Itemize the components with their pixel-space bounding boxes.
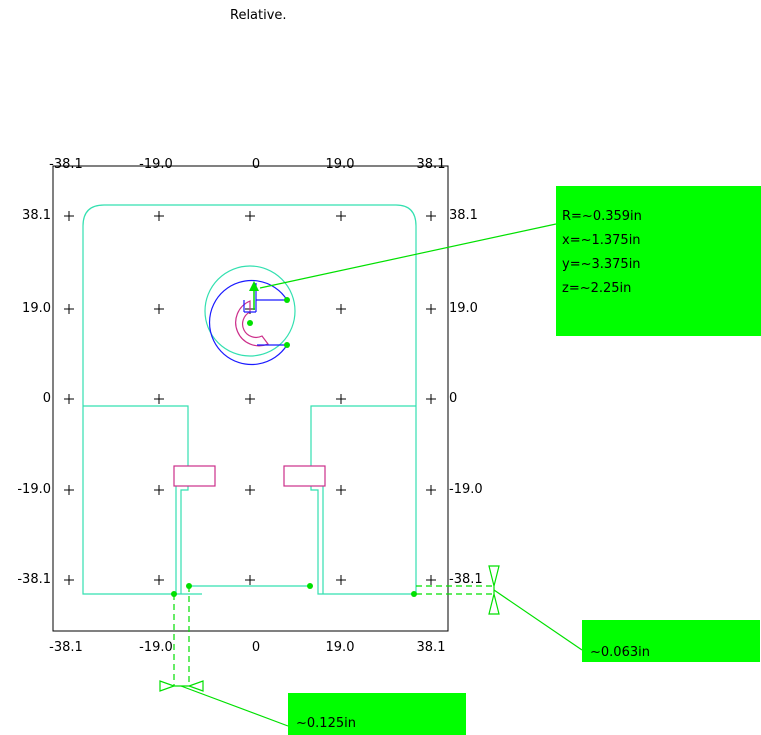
grid-cross <box>336 485 346 495</box>
grid-cross <box>154 575 164 585</box>
left-axis-labels: 38.1 19.0 0 -19.0 -38.1 <box>17 208 51 587</box>
right-axis-label: 38.1 <box>449 208 478 223</box>
grid-cross <box>336 575 346 585</box>
grid-crosses <box>64 211 436 585</box>
gap-right-callout-box <box>582 620 760 662</box>
grid-cross <box>64 575 74 585</box>
grid-cross <box>245 485 255 495</box>
hole-callout-line-4: z=~2.25in <box>562 281 631 296</box>
grid-cross <box>426 304 436 314</box>
hole-center-marker <box>247 320 253 326</box>
grid-cross <box>336 304 346 314</box>
hole-marker-2 <box>284 342 290 348</box>
grid-cross <box>154 304 164 314</box>
left-axis-label: 0 <box>43 391 51 406</box>
hole-arc <box>209 279 289 366</box>
left-slot-block <box>173 465 216 487</box>
hole-blue-slot <box>243 283 287 313</box>
grid-cross <box>426 211 436 221</box>
top-axis-label: 19.0 <box>326 157 355 172</box>
gap-right-callout-text: ~0.063in <box>590 645 650 660</box>
bottom-axis-label: -19.0 <box>139 640 173 655</box>
bottom-axis-label: 0 <box>252 640 260 655</box>
right-slot-block <box>283 465 326 487</box>
top-axis-label: 0 <box>252 157 260 172</box>
part-outline <box>82 204 417 595</box>
bottom-axis-label: 38.1 <box>417 640 446 655</box>
grid-cross <box>426 485 436 495</box>
bottom-marker-3 <box>411 591 417 597</box>
grid-cross <box>245 575 255 585</box>
hole-callout-line-3: y=~3.375in <box>562 257 641 272</box>
right-axis-label: 0 <box>449 391 457 406</box>
gap-right-dimension <box>416 565 583 651</box>
grid-cross <box>64 394 74 404</box>
bottom-axis-label: -38.1 <box>49 640 83 655</box>
gap-right-leader <box>493 589 583 651</box>
hole-callout-line-1: R=~0.359in <box>562 209 642 224</box>
gap-bottom-dimension <box>159 586 289 727</box>
hole-callout-box <box>556 186 761 336</box>
bottom-marker-2 <box>307 583 313 589</box>
left-axis-label: 19.0 <box>22 301 51 316</box>
grid-cross <box>245 394 255 404</box>
grid-cross <box>64 211 74 221</box>
top-axis-label: 38.1 <box>417 157 446 172</box>
hole-pointer-arrow <box>249 281 259 291</box>
hole-leader <box>259 223 557 289</box>
grid-cross <box>426 575 436 585</box>
grid-cross <box>426 394 436 404</box>
right-axis-labels: 38.1 19.0 0 -19.0 -38.1 <box>449 208 483 587</box>
slot-blocks <box>173 300 326 487</box>
hole-callout-line-2: x=~1.375in <box>562 233 641 248</box>
hole-blue-arc <box>209 279 289 366</box>
top-axis-labels: -38.1 -19.0 0 19.0 38.1 <box>49 157 445 172</box>
right-axis-label: 19.0 <box>449 301 478 316</box>
gap-bottom-leader <box>180 685 289 727</box>
left-axis-label: -38.1 <box>17 572 51 587</box>
left-axis-label: 38.1 <box>22 208 51 223</box>
hole-outer-circle <box>204 265 296 357</box>
outer-profile <box>82 204 417 406</box>
gap-bottom-callout-text: ~0.125in <box>296 716 356 731</box>
gap-bottom-callout-box <box>288 693 466 735</box>
top-axis-label: -38.1 <box>49 157 83 172</box>
grid-cross <box>336 394 346 404</box>
top-axis-label: -19.0 <box>139 157 173 172</box>
grid-cross <box>154 485 164 495</box>
grid-cross <box>245 211 255 221</box>
plot-frame <box>52 165 449 632</box>
grid-cross <box>64 485 74 495</box>
right-axis-label: -38.1 <box>449 572 483 587</box>
bottom-axis-labels: -38.1 -19.0 0 19.0 38.1 <box>49 640 445 655</box>
bottom-axis-label: 19.0 <box>326 640 355 655</box>
grid-cross <box>154 211 164 221</box>
right-body <box>310 405 417 595</box>
left-axis-label: -19.0 <box>17 482 51 497</box>
grid-cross <box>336 211 346 221</box>
grid-cross <box>64 304 74 314</box>
hole-marker-1 <box>284 297 290 303</box>
left-body <box>82 405 202 595</box>
grid-cross <box>154 394 164 404</box>
mode-label: Relative. <box>230 8 287 23</box>
right-axis-label: -19.0 <box>449 482 483 497</box>
